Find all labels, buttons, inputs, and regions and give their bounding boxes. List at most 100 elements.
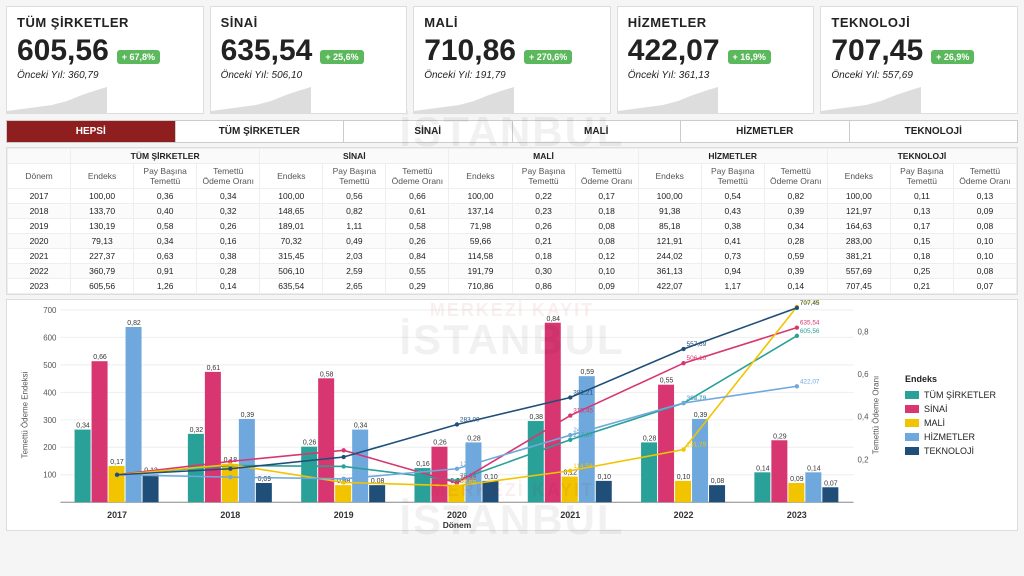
svg-text:0,14: 0,14 <box>807 465 821 472</box>
sparkline <box>414 85 514 113</box>
table-cell: 0,07 <box>953 279 1016 294</box>
bar <box>431 447 447 503</box>
svg-text:Temettü Ödeme Oranı: Temettü Ödeme Oranı <box>871 376 880 454</box>
svg-text:0,39: 0,39 <box>241 412 255 419</box>
table-cell: 2,03 <box>323 249 386 264</box>
svg-text:557,69: 557,69 <box>687 341 707 348</box>
svg-text:0,28: 0,28 <box>467 435 481 442</box>
svg-text:0,39: 0,39 <box>694 412 708 419</box>
bar <box>709 485 725 502</box>
svg-text:0,4: 0,4 <box>857 413 869 422</box>
legend-label: TÜM ŞİRKETLER <box>924 390 996 400</box>
kpi-value: 605,56 <box>17 34 109 68</box>
table-cell: 381,21 <box>827 249 890 264</box>
table-cell: 2017 <box>8 189 71 204</box>
table-col-header: Pay Başına Temettü <box>701 164 764 189</box>
svg-text:0,61: 0,61 <box>207 365 221 372</box>
bar <box>562 477 578 503</box>
svg-text:0,10: 0,10 <box>484 474 498 481</box>
table-cell: 137,14 <box>449 204 512 219</box>
table-cell: 0,91 <box>134 264 197 279</box>
table-cell: 0,63 <box>134 249 197 264</box>
kpi-prev: Önceki Yıl: 361,13 <box>628 70 804 81</box>
table-cell: 0,08 <box>953 264 1016 279</box>
table-cell: 0,21 <box>890 279 953 294</box>
svg-text:0,26: 0,26 <box>433 440 447 447</box>
legend-label: HİZMETLER <box>924 432 975 442</box>
table-cell: 1,17 <box>701 279 764 294</box>
table-cell: 0,54 <box>701 189 764 204</box>
table-cell: 0,58 <box>134 219 197 234</box>
table-cell: 0,59 <box>764 249 827 264</box>
bar <box>805 472 821 502</box>
table-cell: 2018 <box>8 204 71 219</box>
table-cell: 0,13 <box>953 189 1016 204</box>
table-row: 2019130,190,580,26189,011,110,5871,980,2… <box>8 219 1017 234</box>
tab-hepsi̇[interactable]: HEPSİ <box>7 121 176 142</box>
table-cell: 85,18 <box>638 219 701 234</box>
table-cell: 0,55 <box>386 264 449 279</box>
legend-item: TÜM ŞİRKETLER <box>905 390 1009 400</box>
table-cell: 0,61 <box>386 204 449 219</box>
kpi-change-badge: + 16,9% <box>728 50 771 64</box>
table-row: 202079,130,340,1670,320,490,2659,660,210… <box>8 234 1017 249</box>
kpi-title: TÜM ŞİRKETLER <box>17 15 193 30</box>
tab-hi̇zmetler[interactable]: HİZMETLER <box>681 121 850 142</box>
tab-tüm-şi̇rketler[interactable]: TÜM ŞİRKETLER <box>176 121 345 142</box>
table-cell: 0,49 <box>323 234 386 249</box>
svg-text:0,17: 0,17 <box>110 459 124 466</box>
table-cell: 0,17 <box>890 219 953 234</box>
table-cell: 0,17 <box>575 189 638 204</box>
svg-text:191,79: 191,79 <box>687 442 707 449</box>
svg-text:0,34: 0,34 <box>354 423 368 430</box>
svg-text:500: 500 <box>43 361 57 370</box>
table-cell: 121,91 <box>638 234 701 249</box>
legend-label: MALİ <box>924 418 945 428</box>
svg-text:0,82: 0,82 <box>127 320 141 327</box>
table-cell: 227,37 <box>71 249 134 264</box>
tab-teknoloji̇[interactable]: TEKNOLOJİ <box>850 121 1018 142</box>
svg-text:400: 400 <box>43 388 57 397</box>
svg-text:0,10: 0,10 <box>598 474 612 481</box>
table-col-header: Pay Başına Temettü <box>890 164 953 189</box>
table-cell: 2023 <box>8 279 71 294</box>
table-cell: 0,10 <box>953 234 1016 249</box>
table-cell: 0,66 <box>386 189 449 204</box>
tab-si̇nai̇[interactable]: SİNAİ <box>344 121 513 142</box>
svg-text:422,07: 422,07 <box>800 378 820 385</box>
table-cell: 0,18 <box>575 204 638 219</box>
table-cell: 557,69 <box>827 264 890 279</box>
bar <box>754 472 770 502</box>
table-cell: 0,11 <box>890 189 953 204</box>
svg-text:315,45: 315,45 <box>573 408 593 415</box>
table-cell: 605,56 <box>71 279 134 294</box>
bar <box>658 385 674 503</box>
table-cell: 0,39 <box>764 204 827 219</box>
table-cell: 100,00 <box>827 189 890 204</box>
table-cell: 707,45 <box>827 279 890 294</box>
table-cell: 0,10 <box>575 264 638 279</box>
kpi-change-badge: + 25,6% <box>320 50 363 64</box>
svg-text:2022: 2022 <box>674 510 694 520</box>
table-cell: 0,41 <box>701 234 764 249</box>
table-group-header: MALİ <box>449 149 638 164</box>
table-cell: 0,08 <box>575 234 638 249</box>
kpi-prev: Önceki Yıl: 360,79 <box>17 70 193 81</box>
sparkline <box>821 85 921 113</box>
table-cell: 0,38 <box>197 249 260 264</box>
table-cell: 360,79 <box>71 264 134 279</box>
combo-chart: 1002003004005006007000,20,40,60,80,340,6… <box>6 299 1018 531</box>
tab-mali̇[interactable]: MALİ <box>513 121 682 142</box>
kpi-title: MALİ <box>424 15 600 30</box>
kpi-title: HİZMETLER <box>628 15 804 30</box>
table-cell: 100,00 <box>449 189 512 204</box>
sparkline <box>7 85 107 113</box>
svg-text:121,91: 121,91 <box>460 461 480 468</box>
table-cell: 1,26 <box>134 279 197 294</box>
legend-swatch <box>905 405 919 413</box>
table-cell: 0,32 <box>197 204 260 219</box>
kpi-value: 422,07 <box>628 34 720 68</box>
svg-text:0,29: 0,29 <box>773 433 787 440</box>
svg-text:506,10: 506,10 <box>687 355 707 362</box>
svg-text:2017: 2017 <box>107 510 127 520</box>
